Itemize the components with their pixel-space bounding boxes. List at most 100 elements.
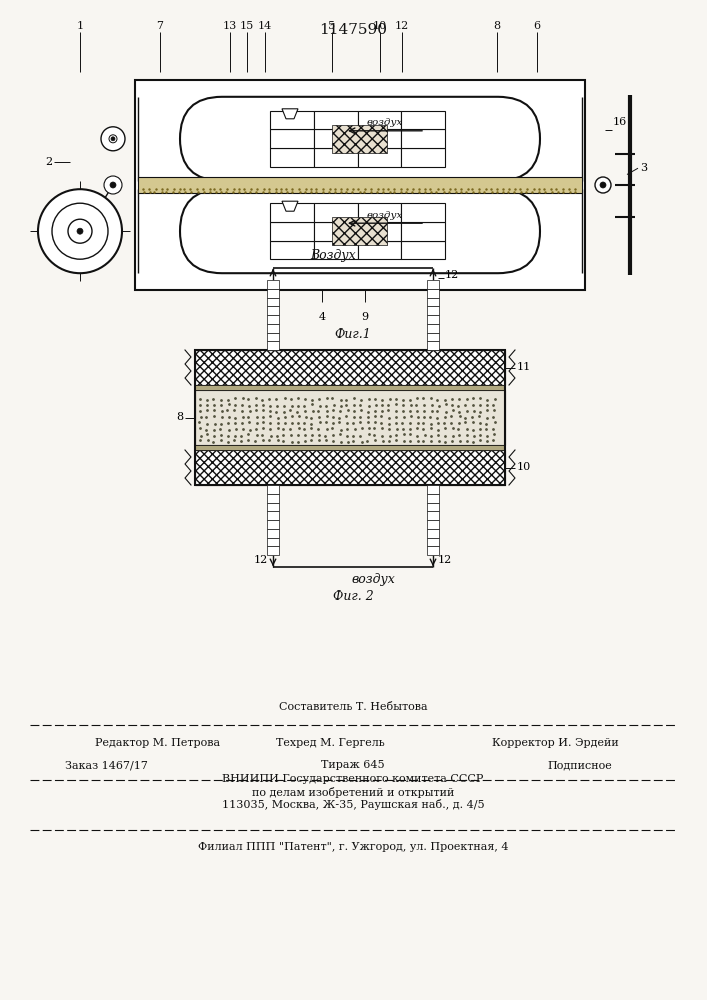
Bar — [402, 129, 445, 148]
FancyBboxPatch shape — [180, 97, 540, 181]
Bar — [358, 148, 402, 167]
Bar — [427, 502, 439, 511]
Bar — [427, 315, 439, 324]
Bar — [402, 148, 445, 167]
Bar — [332, 217, 387, 245]
Circle shape — [600, 182, 606, 188]
Circle shape — [109, 135, 117, 143]
Bar — [314, 129, 358, 148]
Circle shape — [68, 219, 92, 243]
Bar — [267, 315, 279, 324]
Bar — [270, 129, 314, 148]
Bar — [267, 494, 279, 502]
Circle shape — [38, 189, 122, 273]
Bar — [267, 306, 279, 315]
Bar — [358, 111, 402, 129]
Text: ВНИИПИ Государственного комитета СССР: ВНИИПИ Государственного комитета СССР — [222, 774, 484, 784]
Text: 6: 6 — [534, 21, 541, 31]
Text: Фиг. 2: Фиг. 2 — [332, 590, 373, 603]
Circle shape — [101, 127, 125, 151]
Bar — [270, 148, 314, 167]
Circle shape — [77, 228, 83, 234]
Text: Воздух: Воздух — [310, 249, 356, 262]
Bar — [267, 485, 279, 494]
Bar — [427, 280, 439, 289]
Text: 10: 10 — [517, 462, 531, 473]
Text: воздух: воздух — [367, 118, 403, 127]
FancyBboxPatch shape — [180, 189, 540, 273]
Bar — [267, 341, 279, 350]
Bar — [195, 350, 505, 385]
Text: Подписное: Подписное — [548, 760, 612, 770]
Text: 12: 12 — [395, 21, 409, 31]
Text: 7: 7 — [156, 21, 163, 31]
Bar — [427, 494, 439, 502]
Bar — [267, 538, 279, 546]
Text: 15: 15 — [240, 21, 254, 31]
Bar — [267, 324, 279, 332]
Text: 10: 10 — [373, 21, 387, 31]
Text: Корректор И. Эрдейи: Корректор И. Эрдейи — [491, 738, 619, 748]
Bar — [427, 511, 439, 520]
Bar — [332, 125, 387, 153]
Bar — [358, 222, 402, 241]
Bar — [138, 177, 582, 193]
Bar — [358, 203, 402, 222]
Bar — [427, 485, 439, 494]
Bar — [427, 529, 439, 538]
Text: по делам изобретений и открытий: по делам изобретений и открытий — [252, 786, 454, 798]
Bar — [427, 298, 439, 306]
Circle shape — [104, 176, 122, 194]
Text: 11: 11 — [517, 362, 531, 372]
Bar — [135, 80, 585, 290]
Bar — [195, 450, 505, 485]
Bar — [267, 546, 279, 555]
Text: 8: 8 — [176, 412, 183, 422]
Bar — [358, 241, 402, 259]
Bar — [267, 502, 279, 511]
Bar — [402, 203, 445, 222]
Bar — [402, 222, 445, 241]
Bar — [270, 241, 314, 259]
Text: Составитель Т. Небытова: Составитель Т. Небытова — [279, 702, 427, 712]
Bar — [267, 289, 279, 298]
Bar — [427, 306, 439, 315]
Bar — [314, 222, 358, 241]
Text: Тираж 645: Тираж 645 — [321, 760, 385, 770]
Bar — [270, 111, 314, 129]
Bar — [267, 520, 279, 529]
Text: Редактор М. Петрова: Редактор М. Петрова — [95, 738, 220, 748]
Text: 2: 2 — [45, 157, 52, 167]
Bar — [402, 111, 445, 129]
Text: Фиг.1: Фиг.1 — [334, 328, 371, 342]
Circle shape — [595, 177, 611, 193]
Text: Заказ 1467/17: Заказ 1467/17 — [65, 760, 148, 770]
Bar — [267, 298, 279, 306]
Bar — [427, 520, 439, 529]
Bar — [314, 111, 358, 129]
Text: 14: 14 — [258, 21, 272, 31]
Bar — [427, 332, 439, 341]
Text: 5: 5 — [329, 21, 336, 31]
Bar — [195, 445, 505, 450]
Text: 13: 13 — [223, 21, 237, 31]
Text: 1: 1 — [76, 21, 83, 31]
Bar — [427, 324, 439, 332]
Circle shape — [52, 203, 108, 259]
Text: 12: 12 — [254, 555, 268, 565]
Text: воздух: воздух — [351, 572, 395, 585]
Text: 4: 4 — [318, 312, 325, 322]
Bar — [195, 390, 505, 445]
Bar — [267, 511, 279, 520]
Bar — [314, 203, 358, 222]
Bar — [107, 180, 119, 190]
Bar — [314, 148, 358, 167]
Bar — [267, 332, 279, 341]
Bar — [427, 546, 439, 555]
Text: 3: 3 — [640, 163, 647, 173]
Polygon shape — [282, 109, 298, 119]
Text: 1147590: 1147590 — [319, 23, 387, 37]
Polygon shape — [282, 201, 298, 211]
Text: 16: 16 — [613, 117, 627, 127]
Bar — [270, 222, 314, 241]
